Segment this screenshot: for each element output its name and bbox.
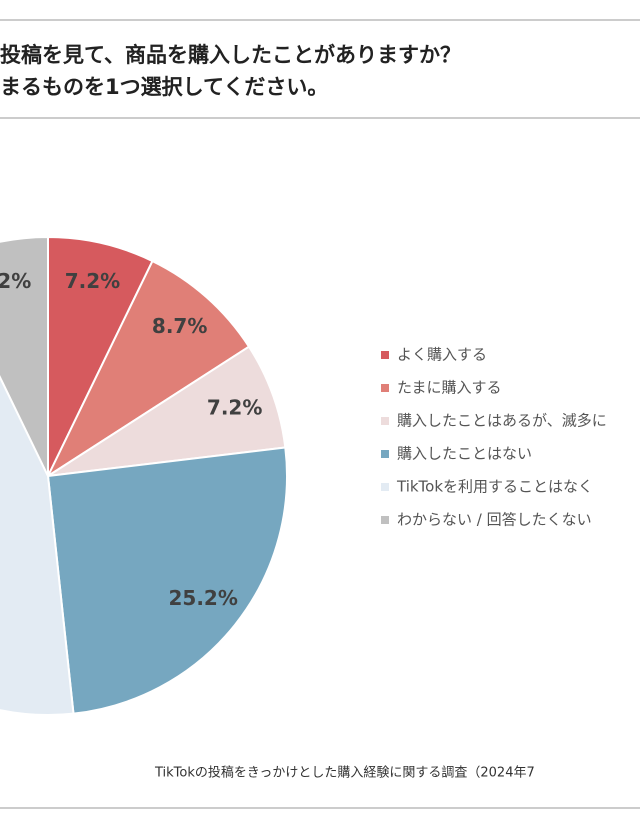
legend-swatch — [381, 417, 389, 425]
pie-slice — [47, 345, 287, 477]
data-label: 7.2% — [0, 269, 31, 293]
legend-swatch — [381, 384, 389, 392]
data-label: 7.2% — [207, 395, 262, 419]
legend-swatch — [381, 351, 389, 359]
legend-label: たまに購入する — [397, 379, 502, 397]
legend-label: よく購入する — [397, 346, 487, 364]
data-label: 25.2% — [169, 586, 238, 610]
source-note: TikTokの投稿をきっかけとした購入経験に関する調査（2024年7 — [154, 765, 535, 781]
legend-label: 購入したことはない — [397, 445, 532, 463]
data-label: 7.2% — [65, 269, 120, 293]
legend-swatch — [381, 516, 389, 524]
legend-label: 購入したことはあるが、滅多に — [397, 412, 607, 430]
pie-slice — [46, 446, 288, 715]
pie-slice — [45, 259, 251, 479]
chart-title: 投稿を見て、商品を購入したことがありますか？ — [0, 43, 461, 67]
chart-title: まるものを1つ選択してください。 — [0, 75, 328, 99]
pie-slice — [0, 235, 49, 477]
legend-swatch — [381, 483, 389, 491]
pie-slice — [47, 235, 154, 477]
legend-swatch — [381, 450, 389, 458]
legend-label: わからない / 回答したくない — [397, 511, 592, 529]
pie-slice — [0, 374, 75, 716]
data-label: 8.7% — [152, 314, 207, 338]
legend-label: TikTokを利用することはなく — [396, 478, 593, 496]
